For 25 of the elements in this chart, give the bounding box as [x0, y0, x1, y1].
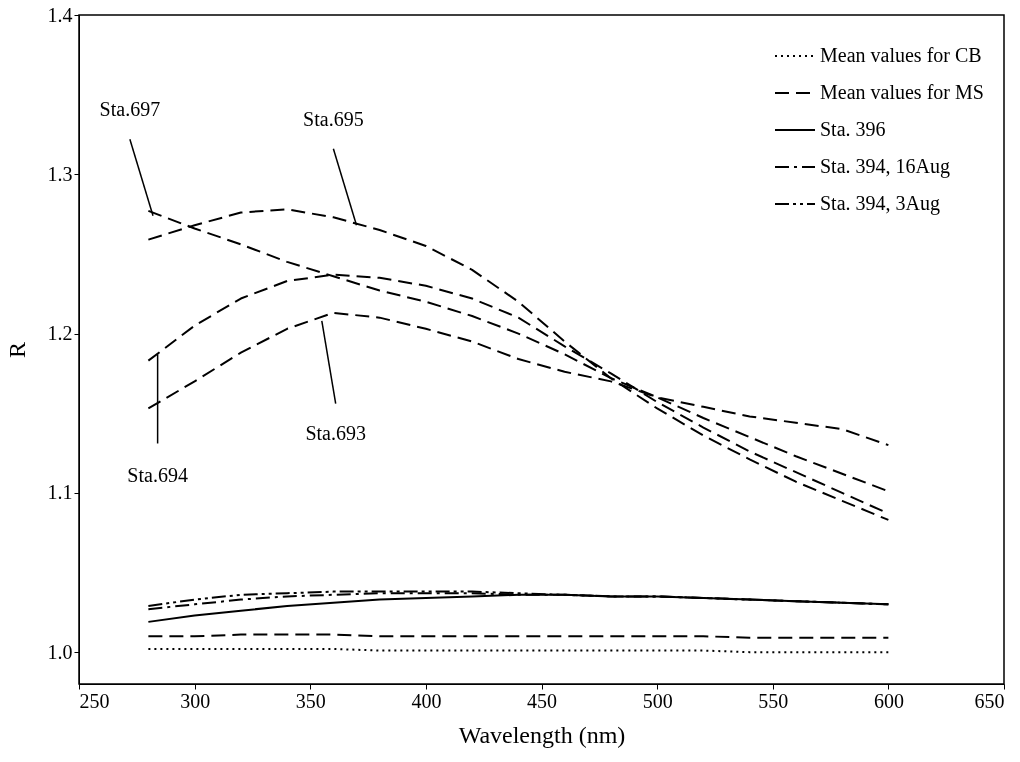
x-tick-label: 400 [411, 689, 442, 712]
legend-label: Sta. 394, 16Aug [820, 155, 950, 178]
legend-label: Sta. 394, 3Aug [820, 192, 940, 215]
y-tick-label: 1.0 [47, 640, 73, 663]
annotation: Sta.693 [305, 422, 366, 445]
y-tick-label: 1.3 [47, 162, 73, 185]
annotation: Sta.697 [99, 98, 161, 121]
y-tick-label: 1.4 [47, 3, 73, 26]
x-tick-label: 300 [180, 689, 211, 712]
legend-label: Sta. 396 [820, 118, 886, 140]
x-tick-label: 350 [295, 689, 326, 712]
x-tick-label: 650 [974, 689, 1005, 712]
annotation: Sta.695 [303, 107, 364, 130]
x-axis-title: Wavelength (nm) [458, 721, 626, 748]
x-tick-label: 450 [527, 689, 557, 712]
y-axis-title: R [3, 341, 30, 359]
x-tick-label: 500 [642, 689, 673, 712]
y-tick-label: 1.2 [47, 322, 73, 345]
legend-label: Mean values for CB [820, 44, 982, 66]
y-tick-label: 1.1 [47, 481, 73, 504]
x-tick-label: 550 [758, 689, 789, 712]
annotation: Sta.694 [127, 463, 188, 486]
x-tick-label: 250 [79, 689, 110, 712]
legend-label: Mean values for MS [820, 81, 984, 103]
x-tick-label: 600 [873, 689, 904, 712]
